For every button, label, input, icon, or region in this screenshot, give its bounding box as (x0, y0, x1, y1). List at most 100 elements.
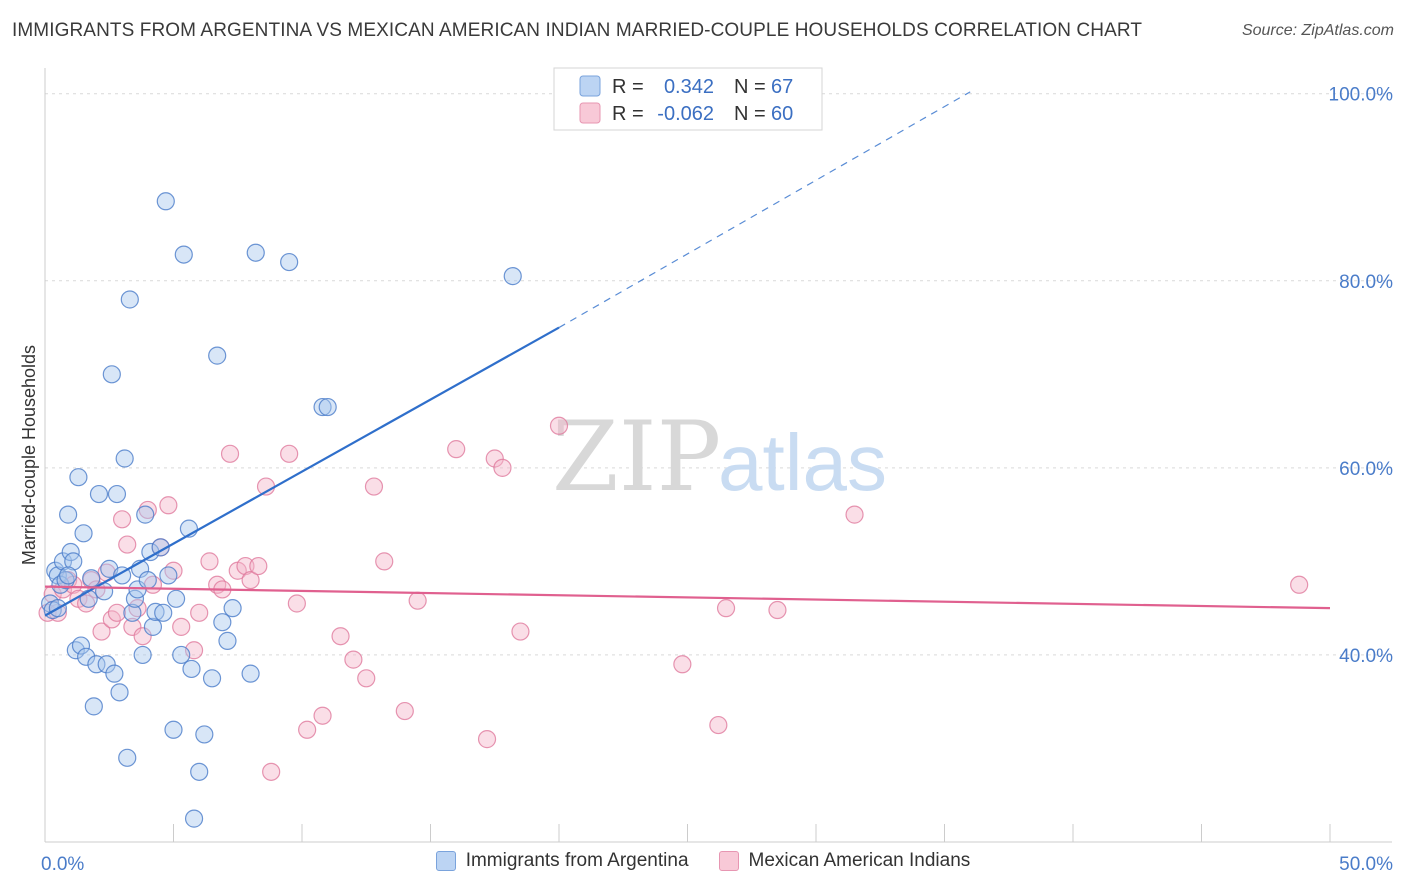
point-argentina-53 (195, 725, 214, 744)
y-tick-labels: 100.0% 80.0% 60.0% 40.0% (1329, 85, 1394, 667)
legend-swatch-argentina (435, 851, 456, 871)
point-mexican-american-indians-48 (447, 440, 466, 459)
point-argentina-60 (246, 243, 265, 262)
point-argentina-57 (218, 631, 237, 650)
point-argentina-51 (184, 809, 204, 828)
point-mexican-american-indians-34 (249, 556, 268, 576)
source-label: Source: ZipAtlas.com (1241, 22, 1394, 39)
point-argentina-62 (313, 397, 332, 417)
trend-line-argentina-extension (558, 91, 971, 329)
point-argentina-28 (115, 449, 134, 468)
legend-swatch-mexican-american-indians (718, 851, 739, 871)
legend-n-label-1: N = (734, 76, 766, 98)
point-mexican-american-indians-41 (331, 627, 350, 646)
point-argentina-17 (84, 697, 103, 716)
point-mexican-american-indians-42 (344, 650, 363, 669)
series-mexican-american-indians (38, 416, 1309, 781)
point-argentina-47 (172, 645, 191, 665)
point-mexican-american-indians-32 (236, 556, 255, 576)
legend-label-argentina: Immigrants from Argentina (465, 850, 689, 871)
point-argentina-25 (107, 484, 127, 504)
point-argentina-63 (318, 397, 337, 417)
point-mexican-american-indians-40 (313, 706, 332, 725)
point-argentina-5 (53, 552, 73, 571)
point-mexican-american-indians-36 (262, 762, 281, 781)
point-mexican-american-indians-27 (200, 552, 219, 571)
correlation-legend: R = 0.342 N = 67 R = -0.062 N = 60 (553, 67, 823, 131)
point-mexican-american-indians-59 (1290, 575, 1309, 594)
point-argentina-40 (146, 602, 165, 622)
point-mexican-american-indians-56 (716, 599, 736, 618)
point-argentina-24 (105, 664, 124, 683)
legend-label-mexican-american-indians: Mexican American Indians (748, 850, 971, 871)
point-argentina-33 (128, 580, 147, 599)
y-axis-title: Married-couple Households (19, 345, 39, 565)
point-argentina-29 (118, 748, 137, 767)
point-argentina-61 (280, 252, 299, 272)
point-argentina-14 (77, 647, 96, 666)
point-argentina-50 (182, 659, 201, 679)
point-mexican-american-indians-57 (768, 600, 787, 620)
point-argentina-43 (156, 192, 175, 211)
point-mexican-american-indians-55 (709, 715, 728, 735)
legend-item-mexican-american-indians: Mexican American Indians (718, 850, 971, 872)
legend-r-value-1: 0.342 (664, 76, 714, 98)
point-argentina-41 (151, 538, 170, 557)
y-tick-label-0: 100.0% (1329, 85, 1394, 106)
point-argentina-56 (213, 613, 232, 632)
axes (44, 68, 1392, 843)
point-argentina-30 (120, 290, 139, 309)
point-argentina-16 (82, 569, 101, 588)
point-mexican-american-indians-49 (477, 730, 497, 749)
point-argentina-48 (174, 245, 193, 264)
x-tick-labels: 0.0% 50.0% (41, 854, 1393, 875)
legend-n-label-2: N = (734, 103, 766, 125)
y-tick-label-1: 80.0% (1339, 272, 1393, 293)
legend-item-argentina: Immigrants from Argentina (435, 850, 689, 872)
legend-swatch-blue (579, 75, 601, 97)
point-argentina-59 (241, 664, 260, 683)
point-argentina-58 (223, 599, 242, 618)
point-argentina-12 (71, 636, 91, 655)
point-argentina-46 (166, 589, 186, 608)
point-mexican-american-indians-22 (159, 496, 178, 515)
legend-swatch-pink (579, 102, 601, 124)
point-argentina-9 (64, 552, 83, 571)
point-argentina-52 (190, 762, 209, 781)
point-mexican-american-indians-30 (220, 444, 240, 463)
point-mexican-american-indians-44 (364, 477, 384, 496)
watermark-atlas: atlas (718, 418, 887, 507)
point-mexican-american-indians-45 (375, 552, 394, 571)
point-mexican-american-indians-33 (241, 570, 260, 590)
x-tick-label-0: 0.0% (41, 854, 84, 875)
legend-r-value-2: -0.062 (657, 103, 714, 125)
point-mexican-american-indians-38 (287, 594, 306, 613)
point-mexican-american-indians-53 (549, 416, 569, 435)
point-mexican-american-indians-15 (118, 535, 137, 554)
point-argentina-37 (138, 570, 157, 590)
point-mexican-american-indians-24 (172, 617, 191, 636)
point-argentina-42 (154, 603, 173, 622)
point-mexican-american-indians-37 (280, 444, 299, 463)
y-tick-label-3: 40.0% (1339, 646, 1393, 667)
point-mexican-american-indians-43 (357, 669, 376, 688)
point-argentina-55 (208, 346, 227, 365)
point-argentina-26 (110, 683, 129, 702)
chart-title: IMMIGRANTS FROM ARGENTINA VS MEXICAN AME… (12, 20, 1143, 41)
point-mexican-american-indians-58 (845, 505, 864, 524)
point-argentina-13 (74, 524, 93, 543)
point-mexican-american-indians-54 (673, 655, 692, 674)
x-tick-label-1: 50.0% (1339, 854, 1393, 875)
series-legend: Immigrants from Argentina Mexican Americ… (0, 850, 1406, 872)
point-argentina-23 (102, 365, 121, 384)
point-mexican-american-indians-10 (92, 622, 111, 641)
point-mexican-american-indians-13 (107, 603, 127, 622)
legend-n-value-1: 67 (771, 76, 793, 98)
point-argentina-35 (133, 645, 152, 665)
point-argentina-21 (97, 655, 116, 674)
point-mexican-american-indians-50 (485, 449, 504, 468)
legend-r-label-2: R = (612, 103, 644, 125)
point-argentina-31 (123, 603, 142, 622)
point-argentina-19 (89, 484, 109, 504)
point-mexican-american-indians-39 (298, 720, 317, 739)
